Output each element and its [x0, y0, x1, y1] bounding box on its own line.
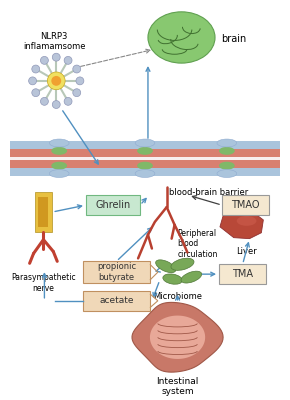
Circle shape: [47, 72, 65, 90]
Circle shape: [52, 100, 60, 108]
Ellipse shape: [135, 139, 155, 147]
Text: Parasympathetic
nerve: Parasympathetic nerve: [11, 273, 76, 292]
Polygon shape: [132, 302, 223, 372]
Bar: [83, 291, 150, 311]
Bar: [10, 160, 280, 168]
Ellipse shape: [237, 216, 256, 226]
Circle shape: [76, 77, 84, 85]
Ellipse shape: [51, 147, 67, 155]
Bar: [86, 195, 140, 215]
Ellipse shape: [219, 162, 235, 170]
Ellipse shape: [181, 271, 202, 283]
Text: Microbiome: Microbiome: [153, 292, 202, 301]
Text: acetate: acetate: [99, 296, 134, 305]
Bar: [39, 197, 48, 227]
Circle shape: [52, 53, 60, 61]
Circle shape: [73, 65, 81, 73]
Text: Intestinal
system: Intestinal system: [156, 377, 199, 396]
Polygon shape: [220, 209, 263, 239]
Ellipse shape: [49, 139, 69, 147]
Bar: [35, 192, 52, 232]
Circle shape: [29, 77, 37, 85]
Ellipse shape: [171, 258, 194, 270]
Ellipse shape: [51, 162, 67, 170]
Ellipse shape: [217, 139, 237, 147]
Ellipse shape: [148, 12, 215, 63]
Ellipse shape: [137, 162, 153, 170]
Text: TMA: TMA: [232, 269, 253, 279]
Circle shape: [51, 76, 61, 86]
Circle shape: [41, 98, 48, 105]
Text: blood-brain barrier: blood-brain barrier: [169, 188, 249, 197]
Ellipse shape: [156, 260, 176, 273]
Polygon shape: [150, 316, 205, 359]
Circle shape: [64, 98, 72, 105]
Circle shape: [73, 89, 81, 97]
Text: NLRP3
inflamamsome: NLRP3 inflamamsome: [23, 32, 86, 51]
Text: Peripheral
blood
circulation: Peripheral blood circulation: [177, 229, 218, 258]
Ellipse shape: [219, 147, 235, 155]
Circle shape: [32, 89, 40, 97]
Bar: [219, 264, 266, 284]
Ellipse shape: [163, 274, 182, 284]
Ellipse shape: [217, 170, 237, 178]
Text: Liver: Liver: [236, 246, 257, 256]
Ellipse shape: [137, 147, 153, 155]
Text: brain: brain: [221, 34, 246, 44]
Bar: [10, 141, 280, 149]
Text: Ghrelin: Ghrelin: [95, 200, 130, 210]
Bar: [10, 157, 280, 160]
Circle shape: [32, 65, 40, 73]
Circle shape: [64, 56, 72, 64]
Circle shape: [41, 56, 48, 64]
Bar: [10, 168, 280, 176]
Text: TMAO: TMAO: [231, 200, 260, 210]
Bar: [222, 195, 269, 215]
Bar: [10, 149, 280, 157]
Bar: [83, 261, 150, 283]
Ellipse shape: [135, 170, 155, 178]
Ellipse shape: [49, 170, 69, 178]
Text: propionic
butyrate: propionic butyrate: [97, 262, 136, 282]
